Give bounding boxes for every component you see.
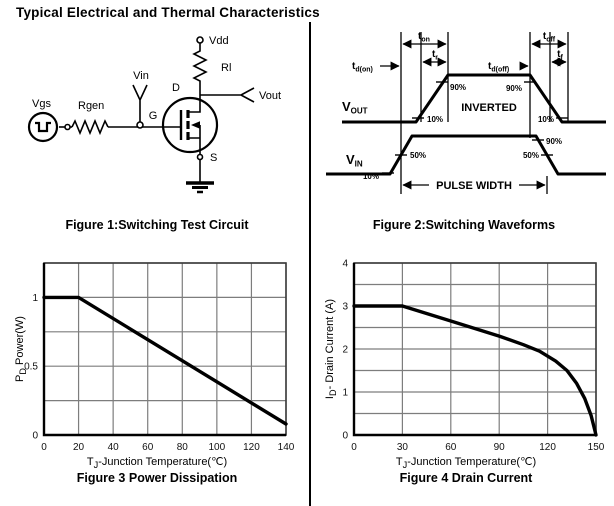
gate-label: G bbox=[149, 110, 158, 122]
x-tick-label: 60 bbox=[142, 442, 154, 453]
vin-rise-10pct: 10% bbox=[363, 172, 379, 181]
figure4-x-axis-label: TJ-Junction Temperature(℃) bbox=[395, 456, 537, 471]
t-off-label: toff bbox=[543, 31, 556, 44]
x-tick-label: 100 bbox=[209, 442, 226, 453]
mosfet-symbol bbox=[161, 96, 219, 154]
power-dissipation-chart: 0 20 40 60 80 100 120 140 0 0.5 1 bbox=[24, 262, 295, 453]
t-d-off-label: td(off) bbox=[488, 61, 509, 74]
figure3-x-axis-label: TJ-Junction Temperature(℃) bbox=[86, 456, 228, 471]
waveform-diagram: ton tr td(on) toff tf td(off) VOUT VIN I… bbox=[326, 31, 606, 194]
figure3-power-dissipation: PD Power(W) 0 20 40 60 80 100 120 140 0 0.5 1 TJ-J… bbox=[8, 255, 306, 500]
vout-fall-10pct: 10% bbox=[538, 115, 554, 124]
pulse-width-label: PULSE WIDTH bbox=[436, 180, 512, 192]
percent-ticks bbox=[382, 81, 568, 174]
x-tick-label: 120 bbox=[539, 442, 556, 453]
x-tick-label: 40 bbox=[108, 442, 120, 453]
power-derating-curve bbox=[42, 295, 288, 426]
y-tick-label: 0 bbox=[342, 431, 348, 442]
y-tick-label: 2 bbox=[342, 345, 348, 356]
x-tick-label: 80 bbox=[177, 442, 189, 453]
y-tick-label: 0 bbox=[32, 431, 38, 442]
source-node bbox=[196, 153, 204, 161]
drain-current-chart: 0 30 60 90 120 150 0 1 2 3 4 bbox=[342, 259, 605, 454]
x-tick-label: 30 bbox=[397, 442, 409, 453]
t-d-on-label: td(on) bbox=[352, 61, 373, 74]
y-tick-label: 0.5 bbox=[24, 362, 38, 373]
node-dot bbox=[64, 123, 71, 131]
figure2-switching-waveforms: ton tr td(on) toff tf td(off) VOUT VIN I… bbox=[316, 26, 612, 236]
x-tick-label: 0 bbox=[41, 442, 47, 453]
y-tick-label: 4 bbox=[342, 259, 348, 270]
plot-axes bbox=[42, 263, 286, 437]
x-tick-label: 120 bbox=[243, 442, 260, 453]
t-f-label: tf bbox=[557, 49, 563, 62]
x-tick-label: 150 bbox=[588, 442, 605, 453]
plot-axes bbox=[352, 263, 596, 437]
vout-rise-90pct: 90% bbox=[450, 83, 466, 92]
vout-waveform-label: VOUT bbox=[342, 99, 368, 116]
vout-label: Vout bbox=[259, 90, 281, 102]
y-tick-label: 1 bbox=[342, 388, 348, 399]
t-on-label: ton bbox=[418, 31, 430, 44]
vdd-label: Vdd bbox=[209, 35, 229, 47]
vout-waveform bbox=[342, 73, 606, 124]
mosfet-drain-lead bbox=[188, 88, 201, 113]
y-tick-label: 1 bbox=[32, 293, 38, 304]
waveform-labels: ton tr td(on) toff tf td(off) VOUT VIN I… bbox=[342, 31, 564, 192]
figure3-y-axis-label: PD Power(W) bbox=[14, 316, 29, 382]
drain-current-derating-curve bbox=[352, 304, 598, 437]
page-title: Typical Electrical and Thermal Character… bbox=[16, 5, 320, 20]
mosfet-body-arrow bbox=[191, 121, 200, 129]
timing-dimension-arrows bbox=[380, 39, 567, 194]
source-label: S bbox=[210, 152, 217, 164]
vout-probe bbox=[200, 87, 255, 103]
circuit-diagram: Vgs Rgen Vin G D S Vdd Rl Vout bbox=[27, 35, 281, 194]
figure2-caption: Figure 2:Switching Waveforms bbox=[372, 218, 556, 232]
x-tick-label: 0 bbox=[351, 442, 357, 453]
x-tick-label: 140 bbox=[278, 442, 295, 453]
inverted-label: INVERTED bbox=[461, 102, 517, 114]
circuit-wires bbox=[27, 36, 255, 194]
vin-rise-50pct: 50% bbox=[410, 151, 426, 160]
circuit-labels: Vgs Rgen Vin G D S Vdd Rl Vout bbox=[32, 35, 281, 164]
x-tick-label: 20 bbox=[73, 442, 85, 453]
vin-label: Vin bbox=[133, 70, 149, 82]
y-tick-label: 3 bbox=[342, 302, 348, 313]
vin-probe bbox=[132, 84, 148, 122]
vin-waveform bbox=[326, 134, 606, 176]
vdd-terminal bbox=[196, 36, 204, 44]
t-r-label: tr bbox=[432, 49, 438, 62]
pulse-glyph bbox=[35, 121, 51, 133]
figure4-drain-current: ID- Drain Current (A) 0 30 60 90 120 150 0 1 2 3 4… bbox=[318, 255, 614, 500]
drain-label: D bbox=[172, 82, 180, 94]
resistor-rgen bbox=[71, 118, 109, 136]
vin-waveform-label: VIN bbox=[346, 152, 363, 169]
figure4-caption: Figure 4 Drain Current bbox=[399, 471, 533, 485]
rl-label: Rl bbox=[221, 62, 231, 74]
figure1-switching-test-circuit: Vgs Rgen Vin G D S Vdd Rl Vout Figure 1:… bbox=[8, 26, 306, 236]
vout-fall-90pct: 90% bbox=[506, 84, 522, 93]
column-divider bbox=[309, 22, 311, 506]
figure3-caption: Figure 3 Power Dissipation bbox=[76, 471, 238, 485]
figure1-caption: Figure 1:Switching Test Circuit bbox=[65, 218, 249, 232]
x-tick-label: 90 bbox=[494, 442, 506, 453]
vgs-label: Vgs bbox=[32, 98, 51, 110]
gate-node bbox=[136, 121, 144, 129]
rgen-label: Rgen bbox=[78, 100, 104, 112]
x-tick-label: 60 bbox=[445, 442, 457, 453]
resistor-rl bbox=[192, 48, 208, 84]
vin-fall-90pct: 90% bbox=[546, 137, 562, 146]
vin-fall-50pct: 50% bbox=[523, 151, 539, 160]
vout-rise-10pct: 10% bbox=[427, 115, 443, 124]
pulse-source-symbol bbox=[27, 111, 59, 143]
figure4-y-axis-label: ID- Drain Current (A) bbox=[324, 298, 339, 400]
